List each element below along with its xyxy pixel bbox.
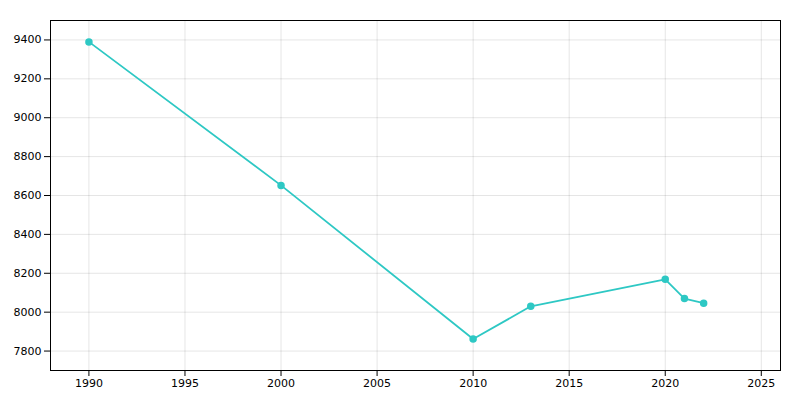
svg-text:1995: 1995 xyxy=(171,377,199,390)
svg-text:9400: 9400 xyxy=(14,33,42,46)
svg-text:8200: 8200 xyxy=(14,267,42,280)
svg-text:8000: 8000 xyxy=(14,306,42,319)
svg-text:9200: 9200 xyxy=(14,72,42,85)
svg-text:7800: 7800 xyxy=(14,345,42,358)
svg-text:2000: 2000 xyxy=(267,377,295,390)
svg-text:8800: 8800 xyxy=(14,150,42,163)
svg-text:2010: 2010 xyxy=(459,377,487,390)
svg-text:2025: 2025 xyxy=(747,377,775,390)
svg-text:2005: 2005 xyxy=(363,377,391,390)
svg-text:2020: 2020 xyxy=(651,377,679,390)
svg-text:9000: 9000 xyxy=(14,111,42,124)
svg-text:2015: 2015 xyxy=(555,377,583,390)
svg-text:1990: 1990 xyxy=(75,377,103,390)
svg-text:8400: 8400 xyxy=(14,228,42,241)
svg-text:8600: 8600 xyxy=(14,189,42,202)
